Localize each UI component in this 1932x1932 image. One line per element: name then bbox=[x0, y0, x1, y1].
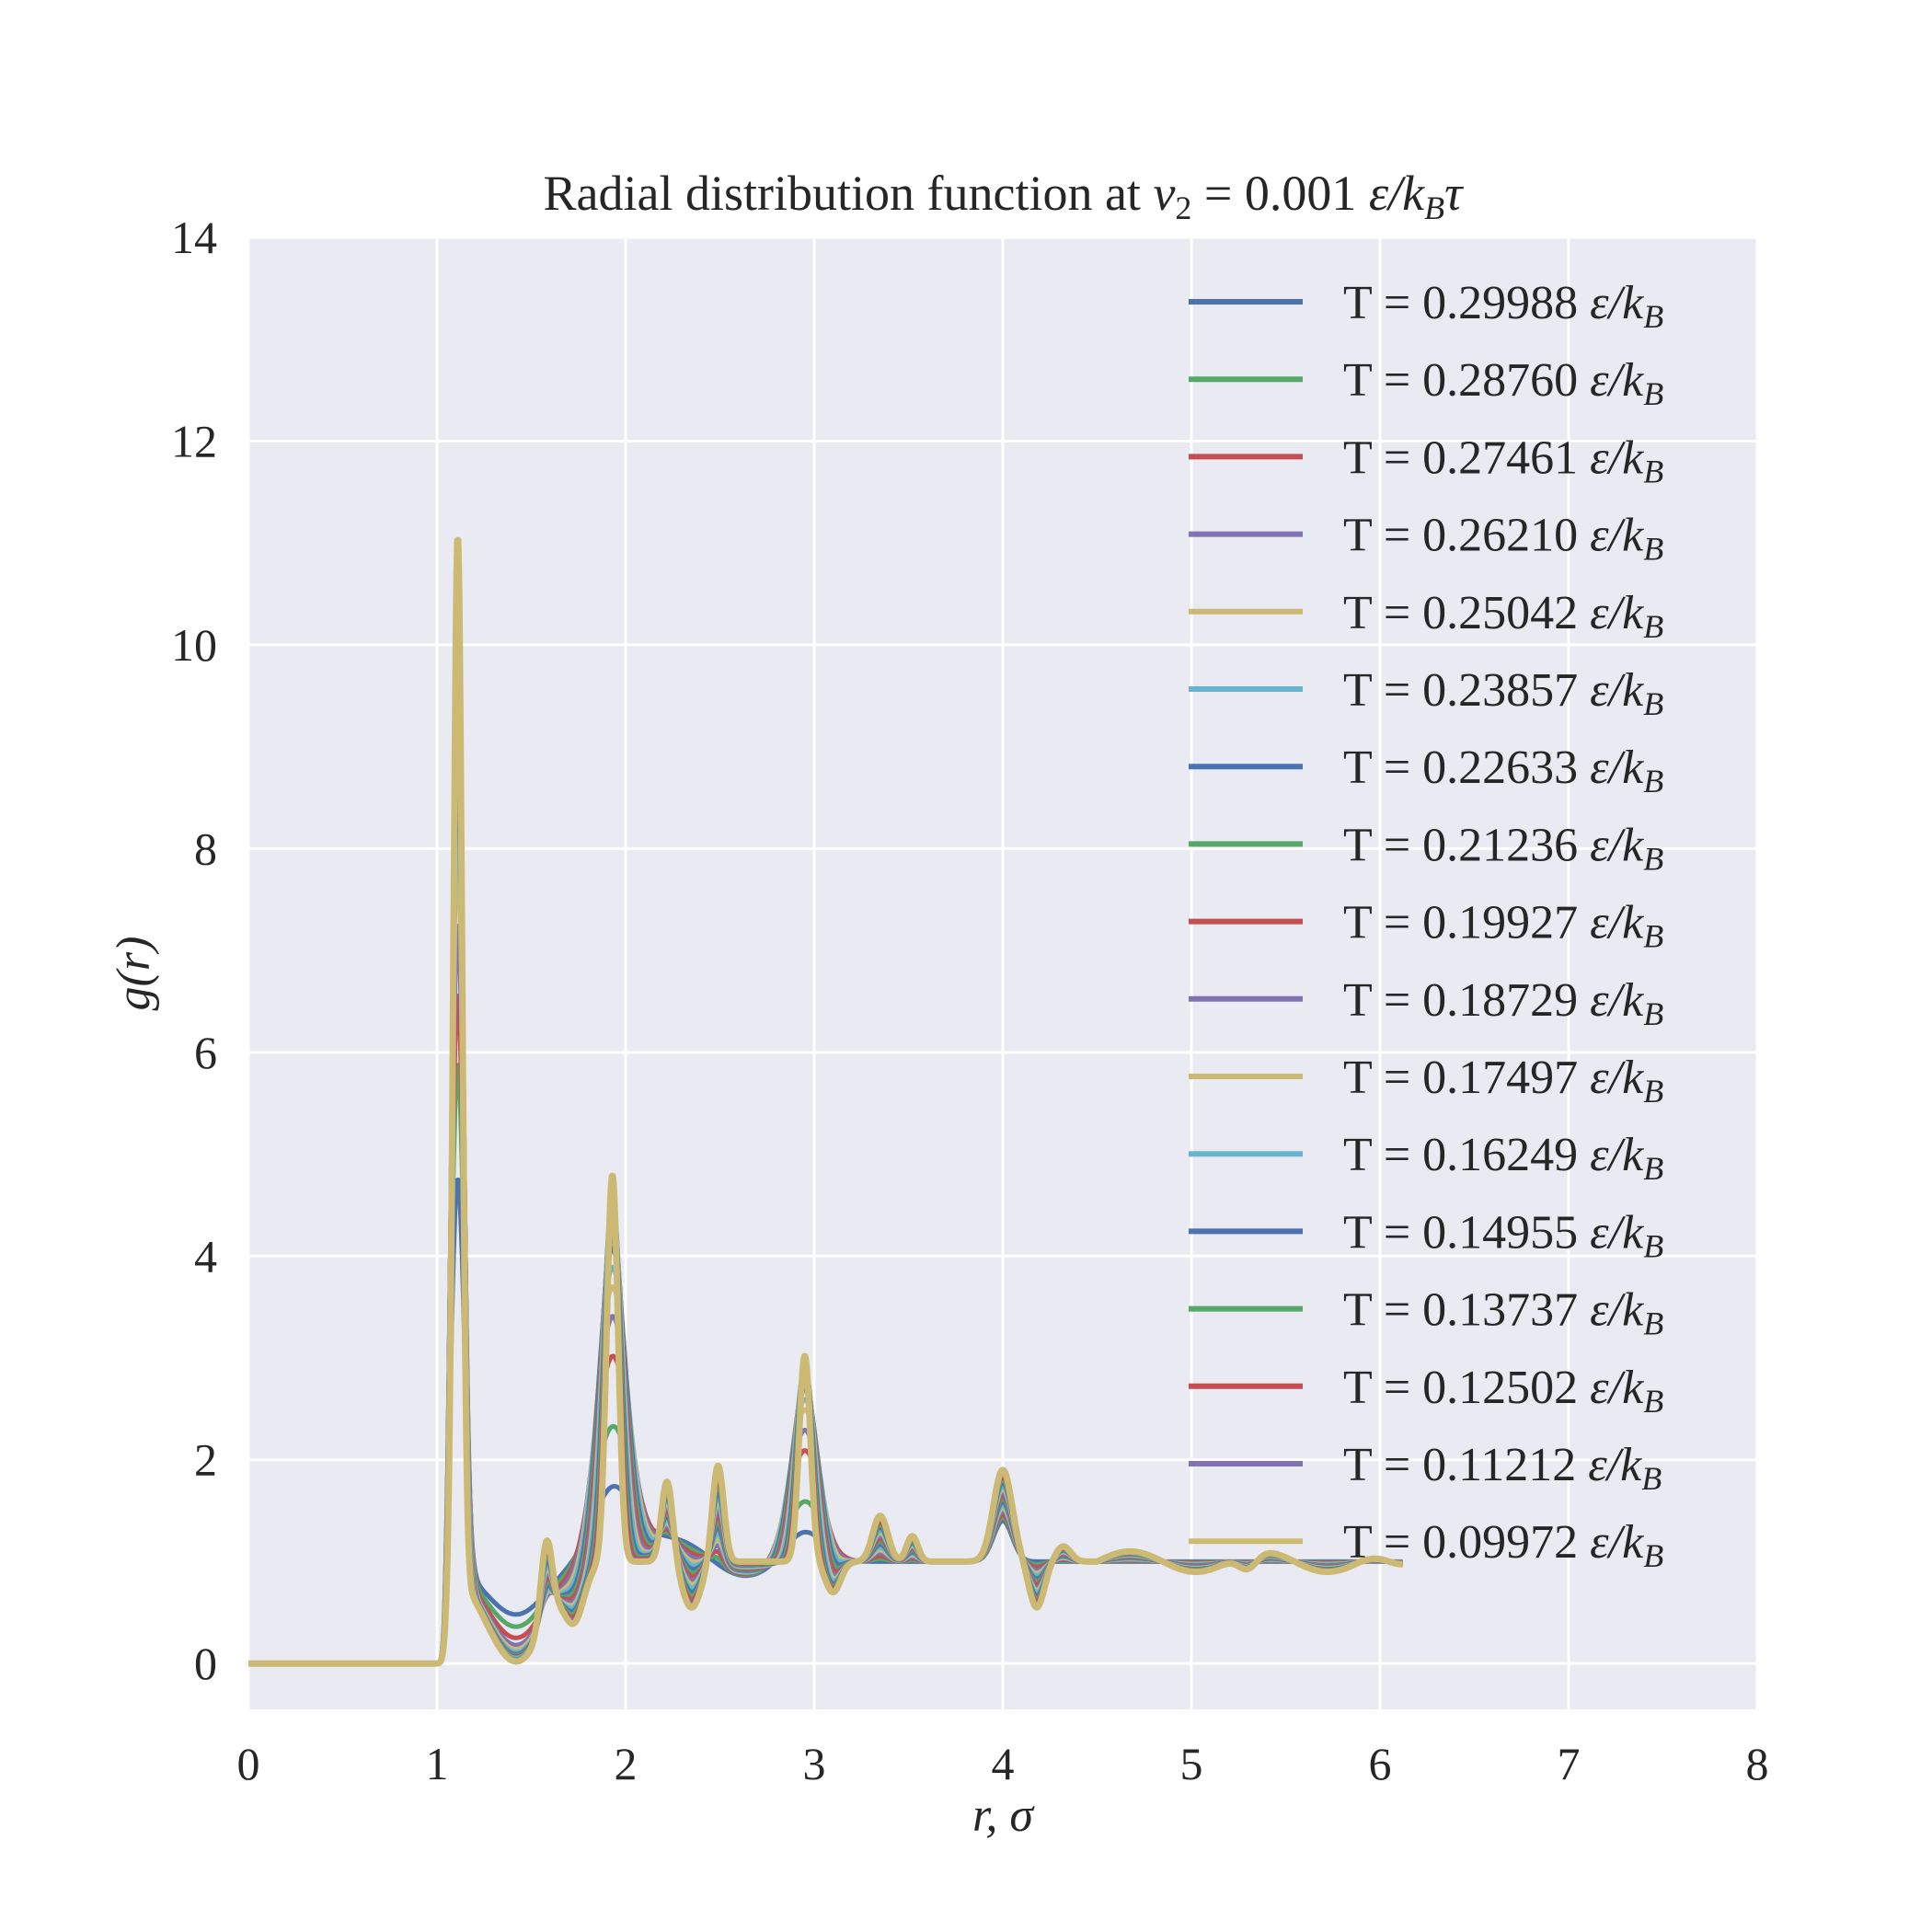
series-lines bbox=[246, 536, 1406, 1667]
x-tick-label: 8 bbox=[1746, 1738, 1769, 1789]
legend-label: T = 0.26210 ε/kB bbox=[1343, 510, 1663, 568]
x-tick-label: 2 bbox=[615, 1738, 638, 1789]
legend-label: T = 0.19927 ε/kB bbox=[1343, 897, 1663, 955]
y-tick-labels: 0 2 4 6 8 10 12 14 bbox=[171, 212, 217, 1689]
legend-label: T = 0.12502 ε/kB bbox=[1343, 1362, 1663, 1420]
legend-label: T = 0.13737 ε/kB bbox=[1343, 1284, 1663, 1342]
legend-label: T = 0.09972 ε/kB bbox=[1343, 1516, 1663, 1574]
y-tick-label: 10 bbox=[171, 619, 217, 671]
grid-lines bbox=[247, 236, 1759, 1709]
legend-label: T = 0.22633 ε/kB bbox=[1343, 742, 1663, 799]
legend-label: T = 0.21236 ε/kB bbox=[1343, 819, 1663, 877]
legend-label: T = 0.16249 ε/kB bbox=[1343, 1129, 1663, 1187]
x-tick-label: 1 bbox=[426, 1738, 449, 1789]
x-axis-label: r, σ bbox=[972, 1789, 1035, 1842]
x-tick-label: 4 bbox=[992, 1738, 1015, 1789]
x-tick-label: 5 bbox=[1180, 1738, 1203, 1789]
y-tick-label: 12 bbox=[171, 415, 217, 466]
y-tick-label: 2 bbox=[194, 1434, 217, 1486]
x-tick-label: 7 bbox=[1558, 1738, 1581, 1789]
series-line bbox=[246, 536, 1406, 1667]
legend-label: T = 0.17497 ε/kB bbox=[1343, 1052, 1663, 1110]
legend-label: T = 0.14955 ε/kB bbox=[1343, 1206, 1663, 1264]
legend-label: T = 0.27461 ε/kB bbox=[1343, 431, 1663, 489]
legend: T = 0.29988 ε/kB T = 0.28760 ε/kB T = 0.27… bbox=[1189, 277, 1663, 1574]
y-tick-label: 14 bbox=[171, 212, 217, 263]
x-tick-label: 6 bbox=[1369, 1738, 1392, 1789]
y-tick-label: 6 bbox=[194, 1027, 217, 1078]
legend-label: T = 0.23857 ε/kB bbox=[1343, 664, 1663, 722]
legend-label: T = 0.28760 ε/kB bbox=[1343, 354, 1663, 412]
legend-label: T = 0.11212 ε/kB bbox=[1343, 1439, 1662, 1497]
x-tick-label: 0 bbox=[237, 1738, 260, 1789]
chart-title: Radial distribution function at v2 = 0.0… bbox=[544, 166, 1465, 226]
y-tick-label: 0 bbox=[194, 1638, 217, 1689]
y-tick-label: 4 bbox=[194, 1230, 217, 1282]
legend-label: T = 0.18729 ε/kB bbox=[1343, 974, 1663, 1032]
y-tick-label: 8 bbox=[194, 822, 217, 874]
legend-label: T = 0.25042 ε/kB bbox=[1343, 587, 1663, 645]
y-axis-label: g(r) bbox=[108, 937, 160, 1011]
x-tick-labels: 0 1 2 3 4 5 6 7 8 bbox=[237, 1738, 1769, 1789]
x-tick-label: 3 bbox=[803, 1738, 826, 1789]
legend-label: T = 0.29988 ε/kB bbox=[1343, 277, 1663, 335]
